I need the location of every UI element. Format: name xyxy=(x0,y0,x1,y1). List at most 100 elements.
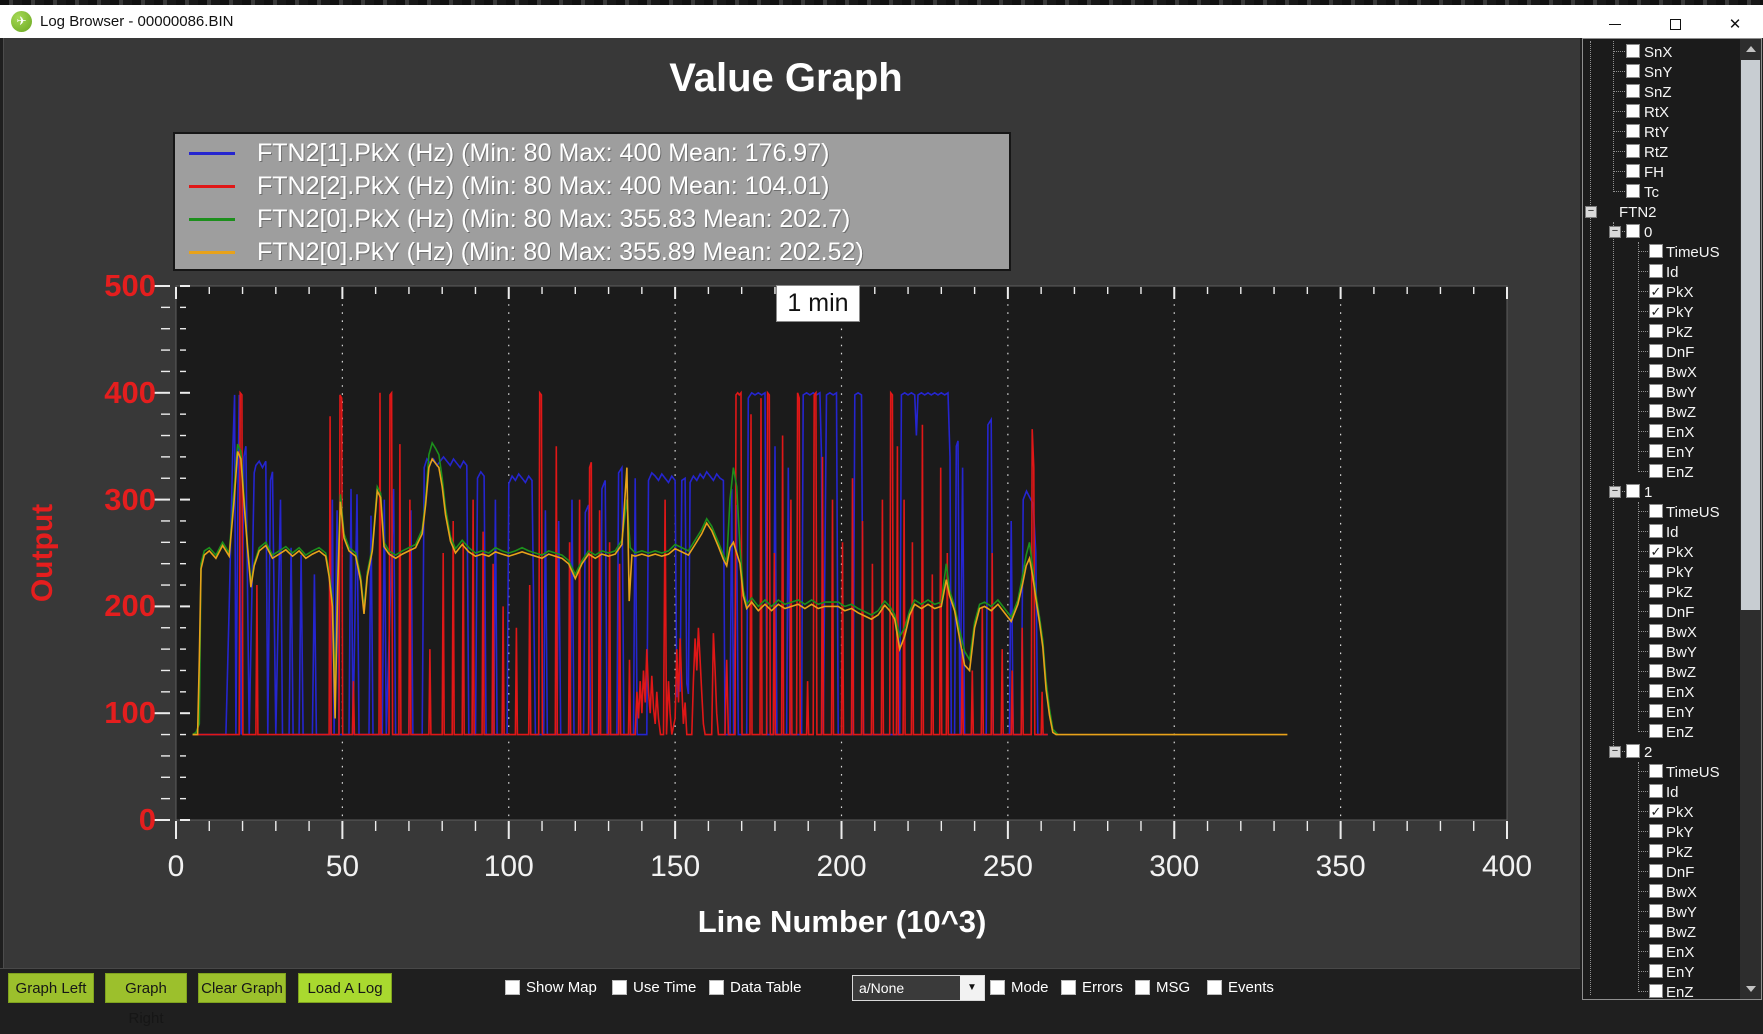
checkbox-box[interactable] xyxy=(1207,980,1222,995)
tree-item-pkx[interactable]: ✓ PkX xyxy=(1583,542,1761,562)
tree-item-rty[interactable]: RtY xyxy=(1583,122,1761,142)
checkbox-box[interactable] xyxy=(1135,980,1150,995)
tree-checkbox[interactable] xyxy=(1626,744,1640,758)
tree-item-bwx[interactable]: BwX xyxy=(1583,362,1761,382)
tree-item-bwy[interactable]: BwY xyxy=(1583,382,1761,402)
tree-collapse-toggle[interactable]: − xyxy=(1609,226,1621,238)
tree-item-enx[interactable]: EnX xyxy=(1583,942,1761,962)
tree-checkbox[interactable] xyxy=(1649,344,1663,358)
tree-item-enx[interactable]: EnX xyxy=(1583,682,1761,702)
tree-item-id[interactable]: Id xyxy=(1583,522,1761,542)
tree-collapse-toggle[interactable]: − xyxy=(1609,746,1621,758)
tree-checkbox[interactable] xyxy=(1649,924,1663,938)
tree-item-bwx[interactable]: BwX xyxy=(1583,882,1761,902)
tree-checkbox[interactable] xyxy=(1649,684,1663,698)
tree-item-pky[interactable]: ✓ PkY xyxy=(1583,302,1761,322)
checkbox-box[interactable] xyxy=(505,980,520,995)
tree-checkbox[interactable] xyxy=(1649,724,1663,738)
tree-item-enz[interactable]: EnZ xyxy=(1583,722,1761,742)
checkbox-box[interactable] xyxy=(990,980,1005,995)
tree-checkbox[interactable] xyxy=(1649,464,1663,478)
tree-checkbox[interactable] xyxy=(1626,104,1640,118)
tree-checkbox[interactable] xyxy=(1626,84,1640,98)
checkbox-box[interactable] xyxy=(1061,980,1076,995)
tree-item-pkz[interactable]: PkZ xyxy=(1583,582,1761,602)
tree-checkbox[interactable] xyxy=(1649,844,1663,858)
tree-checkbox[interactable] xyxy=(1649,824,1663,838)
tree-checkbox[interactable] xyxy=(1626,144,1640,158)
tree-item-pkz[interactable]: PkZ xyxy=(1583,322,1761,342)
use-time-checkbox[interactable]: Use Time xyxy=(612,979,696,996)
scrollbar-thumb[interactable] xyxy=(1741,60,1760,610)
msg-checkbox[interactable]: MSG xyxy=(1135,979,1190,996)
tree-checkbox[interactable] xyxy=(1649,244,1663,258)
tree-item-bwx[interactable]: BwX xyxy=(1583,622,1761,642)
tree-item-bwz[interactable]: BwZ xyxy=(1583,402,1761,422)
tree-item-tc[interactable]: Tc xyxy=(1583,182,1761,202)
tree-checkbox[interactable] xyxy=(1649,644,1663,658)
tree-checkbox[interactable] xyxy=(1626,184,1640,198)
scroll-up-button[interactable] xyxy=(1740,39,1761,59)
tree-collapse-toggle[interactable]: − xyxy=(1609,486,1621,498)
tree-checkbox[interactable] xyxy=(1649,504,1663,518)
tree-item-timeus[interactable]: TimeUS xyxy=(1583,502,1761,522)
tree-checkbox[interactable] xyxy=(1649,764,1663,778)
tree-checkbox[interactable] xyxy=(1649,904,1663,918)
overlay-dropdown[interactable]: a/None ▼ xyxy=(852,975,985,1001)
tree-item-enz[interactable]: EnZ xyxy=(1583,462,1761,482)
tree-item-snz[interactable]: SnZ xyxy=(1583,82,1761,102)
tree-item-timeus[interactable]: TimeUS xyxy=(1583,762,1761,782)
tree-checkbox[interactable] xyxy=(1649,444,1663,458)
tree-checkbox[interactable] xyxy=(1649,364,1663,378)
tree-checkbox[interactable]: ✓ xyxy=(1649,804,1663,819)
events-checkbox[interactable]: Events xyxy=(1207,979,1274,996)
tree-item-rtz[interactable]: RtZ xyxy=(1583,142,1761,162)
close-button[interactable]: ✕ xyxy=(1712,10,1758,38)
tree-item-ftn2[interactable]: − FTN2 xyxy=(1583,202,1761,222)
scroll-down-button[interactable] xyxy=(1740,979,1761,999)
tree-checkbox[interactable] xyxy=(1626,164,1640,178)
tree-checkbox[interactable] xyxy=(1626,44,1640,58)
tree-checkbox[interactable]: ✓ xyxy=(1649,284,1663,299)
tree-checkbox[interactable] xyxy=(1649,524,1663,538)
minimize-button[interactable] xyxy=(1592,10,1638,38)
tree-item-sny[interactable]: SnY xyxy=(1583,62,1761,82)
tree-checkbox[interactable] xyxy=(1649,384,1663,398)
tree-checkbox[interactable] xyxy=(1649,984,1663,998)
tree-checkbox[interactable] xyxy=(1649,864,1663,878)
value-graph-plot[interactable] xyxy=(4,38,1581,968)
tree-item-2[interactable]: −2 xyxy=(1583,742,1761,762)
tree-item-enz[interactable]: EnZ xyxy=(1583,982,1761,999)
tree-checkbox[interactable] xyxy=(1649,604,1663,618)
clear-graph-button[interactable]: Clear Graph xyxy=(198,973,286,1003)
tree-item-bwy[interactable]: BwY xyxy=(1583,642,1761,662)
tree-checkbox[interactable] xyxy=(1649,664,1663,678)
graph-right-button[interactable]: Graph Right xyxy=(105,973,187,1027)
tree-item-0[interactable]: −0 xyxy=(1583,222,1761,242)
tree-checkbox[interactable] xyxy=(1649,944,1663,958)
tree-checkbox[interactable] xyxy=(1649,784,1663,798)
tree-item-timeus[interactable]: TimeUS xyxy=(1583,242,1761,262)
tree-checkbox[interactable] xyxy=(1649,424,1663,438)
tree-item-bwz[interactable]: BwZ xyxy=(1583,922,1761,942)
maximize-button[interactable] xyxy=(1652,10,1698,38)
checkbox-box[interactable] xyxy=(612,980,627,995)
tree-collapse-toggle[interactable]: − xyxy=(1585,206,1597,218)
tree-checkbox[interactable] xyxy=(1649,964,1663,978)
tree-item-id[interactable]: Id xyxy=(1583,782,1761,802)
load-a-log-button[interactable]: Load A Log xyxy=(298,973,392,1003)
tree-checkbox[interactable]: ✓ xyxy=(1649,304,1663,319)
checkbox-box[interactable] xyxy=(709,980,724,995)
plot-area[interactable] xyxy=(175,285,1508,821)
tree-item-1[interactable]: −1 xyxy=(1583,482,1761,502)
tree-item-bwy[interactable]: BwY xyxy=(1583,902,1761,922)
tree-scrollbar[interactable] xyxy=(1740,39,1761,999)
tree-item-dnf[interactable]: DnF xyxy=(1583,602,1761,622)
chevron-down-icon[interactable]: ▼ xyxy=(960,976,984,1000)
tree-checkbox[interactable] xyxy=(1649,264,1663,278)
tree-item-snx[interactable]: SnX xyxy=(1583,42,1761,62)
tree-checkbox[interactable] xyxy=(1626,484,1640,498)
tree-item-pkx[interactable]: ✓ PkX xyxy=(1583,802,1761,822)
tree-checkbox[interactable]: ✓ xyxy=(1649,544,1663,559)
tree-item-id[interactable]: Id xyxy=(1583,262,1761,282)
